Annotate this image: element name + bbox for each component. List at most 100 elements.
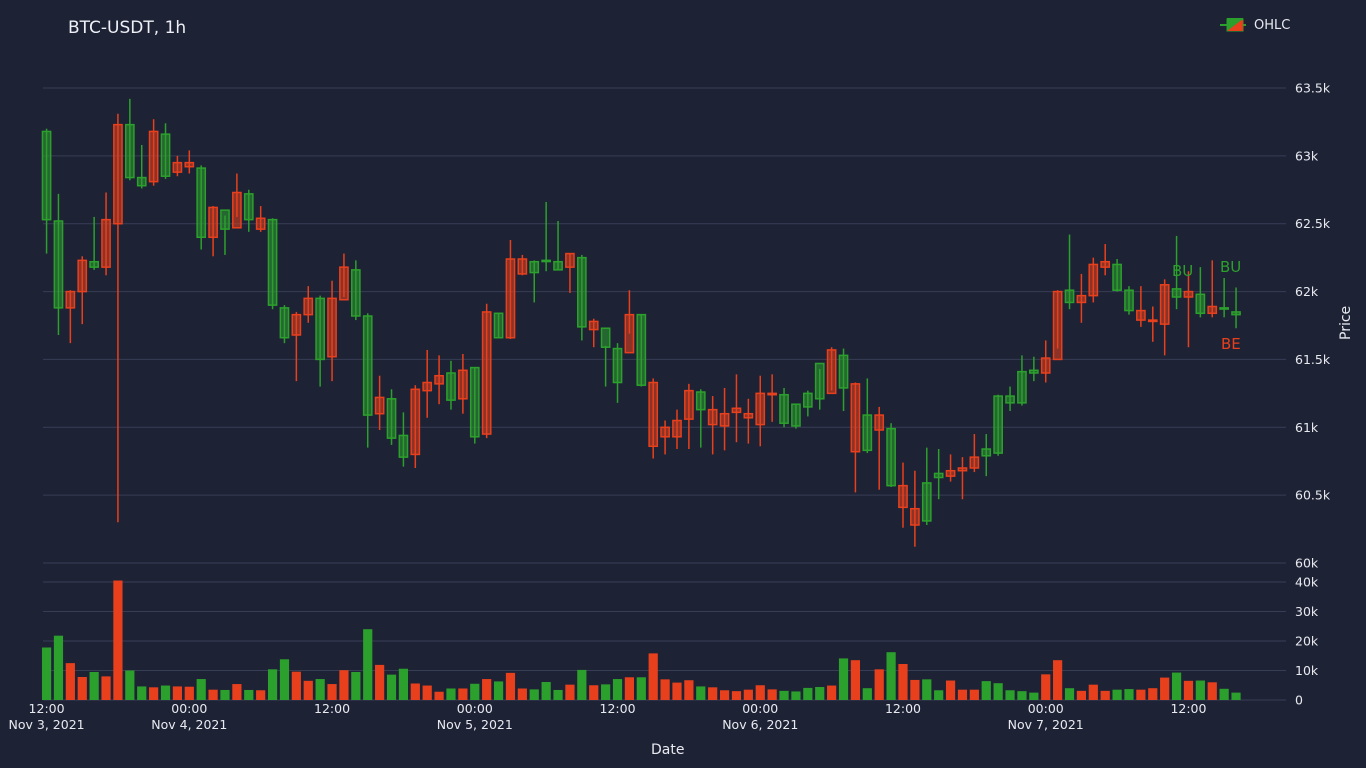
volume-bars xyxy=(41,580,1241,700)
price-tick-label: 62.5k xyxy=(1295,216,1331,231)
date-tick-time: 00:00 xyxy=(457,701,493,716)
price-tick-label: 62k xyxy=(1295,284,1319,299)
candle-body xyxy=(826,349,837,395)
volume-bar xyxy=(684,680,694,700)
candle-body xyxy=(1124,289,1134,312)
candle-body xyxy=(362,315,373,416)
candle-body xyxy=(41,130,52,221)
candle-body xyxy=(279,307,290,339)
date-tick-time: 00:00 xyxy=(742,701,778,716)
candle-body xyxy=(791,403,801,427)
candle-body xyxy=(672,419,682,438)
candle-body xyxy=(684,389,694,420)
volume-bar xyxy=(363,629,373,700)
candle-body xyxy=(1064,289,1075,304)
volume-bar xyxy=(77,676,87,700)
candle-body xyxy=(208,206,218,239)
volume-bar xyxy=(149,687,159,700)
candle-body xyxy=(1017,370,1027,404)
volume-bar xyxy=(220,689,230,700)
candle-body xyxy=(160,133,171,177)
date-tick-time: 12:00 xyxy=(885,701,921,716)
price-axis-label: Price xyxy=(1338,305,1354,340)
volume-bar xyxy=(553,689,563,700)
candle-body xyxy=(493,312,504,339)
price-tick-label: 61k xyxy=(1295,420,1319,435)
date-tick-day: Nov 4, 2021 xyxy=(151,717,227,732)
date-axis-label: Date xyxy=(651,742,685,758)
candle-body xyxy=(1076,294,1087,304)
volume-bar xyxy=(696,686,706,700)
candle-body xyxy=(148,130,159,183)
volume-bar xyxy=(256,690,266,700)
candle-body xyxy=(113,123,123,225)
volume-bar xyxy=(101,676,111,700)
date-tick-day: Nov 6, 2021 xyxy=(722,717,798,732)
price-tick-label: 63.5k xyxy=(1295,81,1331,96)
candle-body xyxy=(850,383,861,453)
candle-body xyxy=(446,372,456,401)
volume-bar xyxy=(529,689,539,700)
volume-bar xyxy=(779,690,789,700)
candle-body xyxy=(814,362,825,400)
volume-bar xyxy=(660,679,670,700)
volume-bar xyxy=(886,652,896,700)
candle-body xyxy=(243,193,254,221)
candle-body xyxy=(779,393,789,424)
volume-bar xyxy=(743,689,753,700)
candle-body xyxy=(898,484,908,509)
volume-bar xyxy=(386,674,397,700)
candle-body xyxy=(648,381,659,448)
volume-bar xyxy=(65,663,75,700)
volume-bar xyxy=(196,679,206,700)
candle-body xyxy=(1112,263,1122,291)
volume-bar xyxy=(505,672,516,700)
volume-tick-label: 0 xyxy=(1295,693,1303,708)
candle-body xyxy=(1231,311,1241,316)
volume-bar xyxy=(53,635,64,700)
volume-bar xyxy=(541,682,551,700)
candle-body xyxy=(77,259,88,293)
candle-body xyxy=(374,396,385,415)
volume-bar xyxy=(422,685,432,700)
candle-body xyxy=(636,313,647,386)
volume-bar xyxy=(232,684,242,700)
date-tick-time: 00:00 xyxy=(171,701,207,716)
volume-bar xyxy=(1064,688,1075,700)
volume-bar xyxy=(565,684,575,700)
candle-body xyxy=(743,412,754,419)
date-tick-day: Nov 3, 2021 xyxy=(9,717,85,732)
candle-body xyxy=(624,313,635,354)
volume-bar xyxy=(1112,689,1122,700)
candle-body xyxy=(838,354,849,389)
volume-bar xyxy=(898,664,908,700)
candle-body xyxy=(660,426,670,438)
candle-body xyxy=(89,260,99,268)
date-tick-time: 12:00 xyxy=(600,701,636,716)
volume-bar xyxy=(458,688,468,700)
candle-body xyxy=(600,327,611,348)
candle-body xyxy=(434,374,444,385)
volume-bar xyxy=(482,679,492,700)
candle-body xyxy=(1028,369,1039,374)
candle-body xyxy=(945,469,956,477)
volume-bar xyxy=(755,685,765,700)
volume-bar xyxy=(1017,691,1027,700)
candle-body xyxy=(1147,319,1158,323)
volume-tick-label: 20k xyxy=(1295,634,1319,649)
volume-bar xyxy=(434,691,444,700)
candle-body xyxy=(255,217,266,230)
volume-bar xyxy=(172,686,183,700)
candle-body xyxy=(1207,305,1218,315)
volume-bar xyxy=(184,686,194,700)
candle-body xyxy=(184,161,195,168)
candle-body xyxy=(1159,284,1170,325)
volume-bar xyxy=(315,679,325,700)
candle-body xyxy=(1195,293,1206,315)
date-tick-time: 00:00 xyxy=(1028,701,1064,716)
candle-body xyxy=(588,320,599,331)
legend[interactable]: OHLC xyxy=(1220,16,1290,34)
candlesticks xyxy=(41,98,1241,547)
volume-tick-label: 40k xyxy=(1295,575,1319,590)
